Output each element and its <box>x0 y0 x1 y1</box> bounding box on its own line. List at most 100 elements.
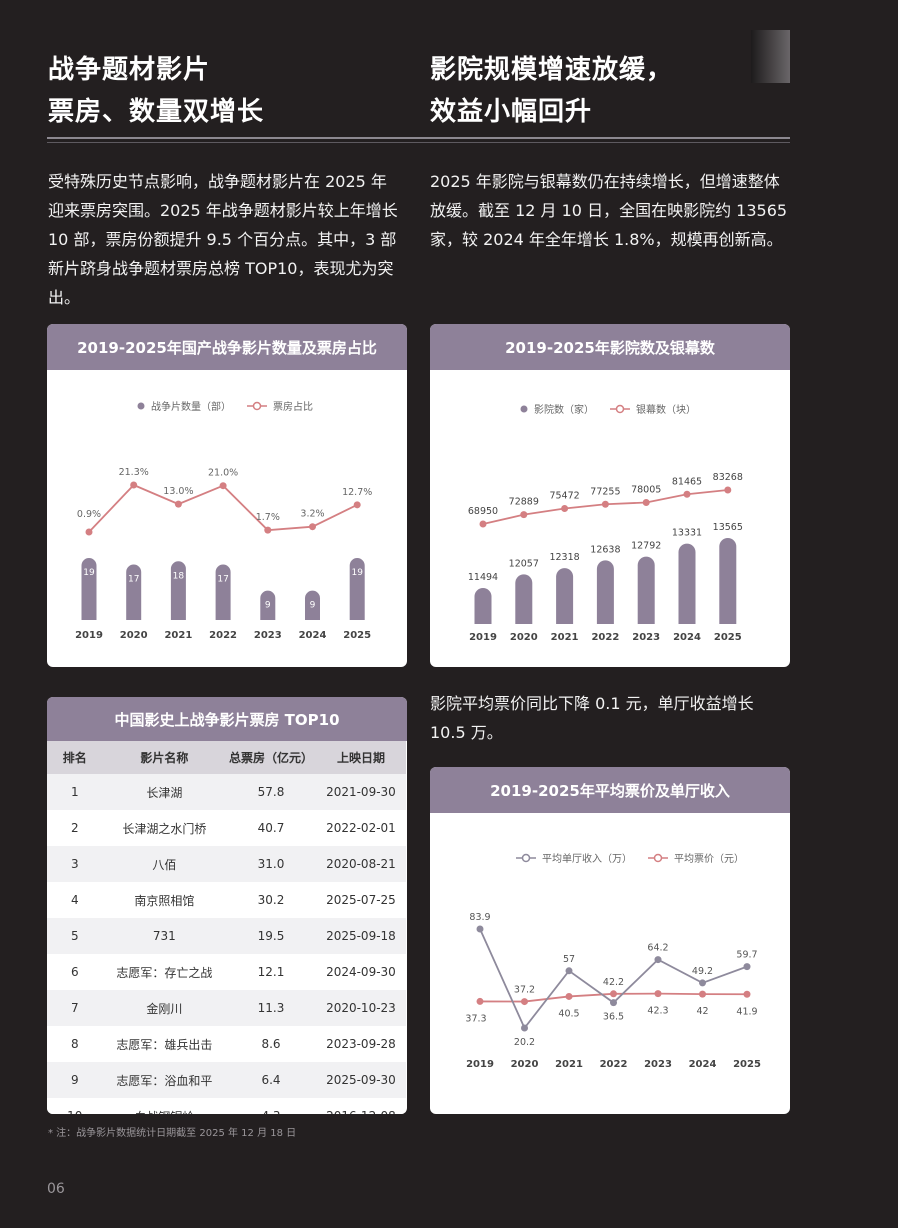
cell-rank: 4 <box>47 882 103 918</box>
chart-cinemas-card: 2019-2025年影院数及银幕数 影院数（家） 银幕数（块） 11494 2019 1… <box>430 324 790 667</box>
bar-value-label: 9 <box>265 601 271 611</box>
line-value-label: 59.7 <box>736 950 757 961</box>
table-row: 5 731 19.5 2025-09-18 <box>47 918 406 954</box>
table-row: 2 长津湖之水门桥 40.7 2022-02-01 <box>47 810 406 846</box>
legend-label: 影院数（家） <box>534 403 594 416</box>
line-value-label: 37.3 <box>465 1013 486 1024</box>
cell-rank: 10 <box>47 1098 103 1114</box>
cell-rank: 9 <box>47 1062 103 1098</box>
line-point <box>264 526 272 534</box>
top10-table-card: 中国影史上战争影片票房 TOP10 排名 影片名称 总票房（亿元） 上映日期 1… <box>47 697 407 1114</box>
x-tick-label: 2022 <box>600 1059 628 1070</box>
line-point <box>699 979 706 987</box>
left-heading-line2: 票房、数量双增长 <box>48 97 265 127</box>
chart-ticket-price: 平均单厅收入（万） 平均票价（元） 2019 2020 2021 2022 2023 2024… <box>465 852 761 1070</box>
cell-box-office: 4.3 <box>226 1098 316 1114</box>
line-point <box>610 999 617 1007</box>
x-tick-label: 2020 <box>120 630 148 641</box>
bar-value-label: 11494 <box>468 572 498 583</box>
cell-release-date: 2025-07-25 <box>315 882 406 918</box>
bar-value-label: 12638 <box>590 544 620 555</box>
line-value-label: 81465 <box>672 476 702 487</box>
cell-rank: 6 <box>47 954 103 990</box>
right-paragraph-line: 放缓。截至 12 月 10 日，全国在映影院约 13565 <box>430 201 788 220</box>
line-value-label: 20.2 <box>514 1037 535 1048</box>
line-value-label: 41.9 <box>736 1006 757 1017</box>
table-row: 6 志愿军：存亡之战 12.1 2024-09-30 <box>47 954 406 990</box>
legend-label: 战争片数量（部） <box>151 400 231 413</box>
bar-value-label: 18 <box>173 571 185 581</box>
line-value-label: 83.9 <box>469 912 490 923</box>
bar <box>719 538 737 624</box>
x-tick-label: 2024 <box>299 630 327 641</box>
bar-value-label: 12792 <box>631 541 661 552</box>
legend-label: 平均单厅收入（万） <box>542 852 632 865</box>
right-heading: 影院规模增速放缓， 效益小幅回升 <box>430 49 673 133</box>
bar-value-label: 12318 <box>549 552 579 563</box>
cell-film: 八佰 <box>102 846 227 882</box>
x-tick-label: 2023 <box>644 1059 672 1070</box>
x-tick-label: 2020 <box>511 1059 539 1070</box>
line-value-label: 40.5 <box>558 1008 579 1019</box>
cell-release-date: 2025-09-18 <box>315 918 406 954</box>
right-paragraph-2-line: 影院平均票价同比下降 0.1 元，单厅收益增长 <box>430 694 754 713</box>
bar-value-label: 13331 <box>672 528 702 539</box>
left-paragraph-line: 10 部，票房份额提升 9.5 个百分点。其中，3 部 <box>48 230 397 249</box>
line-value-label: 77255 <box>590 486 620 497</box>
x-tick-label: 2019 <box>75 630 103 641</box>
table-row: 9 志愿军：浴血和平 6.4 2025-09-30 <box>47 1062 406 1098</box>
right-paragraph-2-line: 10.5 万。 <box>430 723 503 742</box>
page-number: 06 <box>47 1181 65 1197</box>
cell-rank: 7 <box>47 990 103 1026</box>
bar-value-label: 19 <box>83 568 95 578</box>
cell-film: 731 <box>102 918 227 954</box>
line-point <box>654 990 662 998</box>
table-row: 1 长津湖 57.8 2021-09-30 <box>47 774 406 810</box>
x-tick-label: 2022 <box>591 632 619 643</box>
x-tick-label: 2025 <box>343 630 371 641</box>
right-paragraph-2: 影院平均票价同比下降 0.1 元，单厅收益增长 10.5 万。 <box>430 689 795 747</box>
line-value-label: 68950 <box>468 506 498 517</box>
legend-marker <box>615 404 625 414</box>
legend-label: 票房占比 <box>273 400 313 413</box>
divider-bottom <box>47 142 790 143</box>
line-value-label: 64.2 <box>647 943 668 954</box>
line-point <box>353 501 361 509</box>
cell-rank: 5 <box>47 918 103 954</box>
top10-table: 排名 影片名称 总票房（亿元） 上映日期 1 长津湖 57.8 2021-09-30 2… <box>47 741 406 1114</box>
right-paragraph-line: 家，较 2024 年全年增长 1.8%，规模再创新高。 <box>430 230 783 249</box>
cell-film: 志愿军：浴血和平 <box>102 1062 227 1098</box>
right-heading-line2: 效益小幅回升 <box>430 97 593 127</box>
cell-film: 长津湖之水门桥 <box>102 810 227 846</box>
chart-cinemas: 影院数（家） 银幕数（块） 11494 2019 12057 2020 12318 2021 1… <box>468 403 743 643</box>
bar-value-label: 17 <box>217 575 228 585</box>
cell-box-office: 11.3 <box>226 990 316 1026</box>
cell-rank: 2 <box>47 810 103 846</box>
line-value-label: 21.3% <box>119 467 149 478</box>
line-point <box>683 490 691 498</box>
x-tick-label: 2019 <box>466 1059 494 1070</box>
line-point <box>565 967 573 975</box>
chart-war-films-card: 2019-2025年国产战争影片数量及票房占比 战争片数量（部） 票房占比 19 20… <box>47 324 407 667</box>
line-value-label: 3.2% <box>300 509 324 520</box>
cell-box-office: 19.5 <box>226 918 316 954</box>
cell-box-office: 31.0 <box>226 846 316 882</box>
line-value-label: 42.3 <box>647 1006 668 1017</box>
bar <box>474 588 492 624</box>
line-point <box>130 481 138 489</box>
x-tick-label: 2025 <box>733 1059 761 1070</box>
table-row: 10血战钢锯岭4.32016-12-08 <box>47 1098 406 1114</box>
line-point <box>479 520 487 528</box>
cell-release-date: 2024-09-30 <box>315 954 406 990</box>
cell-box-office: 57.8 <box>226 774 316 810</box>
bar <box>637 556 655 624</box>
line-point <box>610 990 617 998</box>
header-rank: 排名 <box>47 741 103 774</box>
left-paragraph-line: 迎来票房突围。2025 年战争题材影片较上年增长 <box>48 201 398 220</box>
line-value-label: 78005 <box>631 484 661 495</box>
x-tick-label: 2019 <box>469 632 497 643</box>
divider-top <box>47 137 790 139</box>
bar-value-label: 13565 <box>713 522 743 533</box>
line-value-label: 75472 <box>549 491 579 502</box>
table-row: 7 金刚川 11.3 2020-10-23 <box>47 990 406 1026</box>
